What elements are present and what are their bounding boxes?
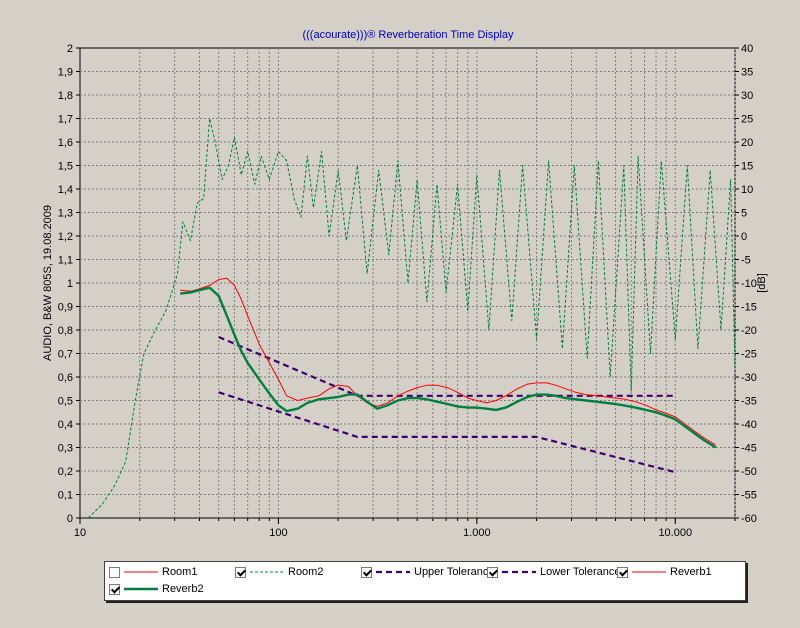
y-tick-label-left: 1,4 — [58, 184, 73, 196]
legend-swatch-upper-tolerance — [376, 570, 410, 574]
y-tick-label-right: 10 — [741, 184, 753, 196]
legend-label-reverb2: Reverb2 — [162, 583, 204, 595]
y-tick-label-left: 1 — [67, 278, 73, 290]
y-tick-label-left: 0,1 — [58, 490, 73, 502]
y-tick-label-left: 0,4 — [58, 419, 73, 431]
y-tick-label-right: 5 — [741, 208, 747, 220]
series-line-reverb1 — [180, 277, 717, 446]
y-tick-label-left: 1,8 — [58, 90, 73, 102]
legend-checkbox-reverb1[interactable] — [617, 566, 628, 578]
y-tick-label-left: 0,9 — [58, 302, 73, 314]
y-tick-label-right: -10 — [741, 278, 757, 290]
y-tick-label-left: 1,1 — [58, 255, 73, 267]
y-tick-label-left: 0,6 — [58, 372, 73, 384]
y-tick-label-right: -20 — [741, 325, 757, 337]
y-tick-label-right: 40 — [741, 43, 753, 55]
series-line-lower-tolerance — [218, 391, 676, 474]
y-tick-label-left: 0,2 — [58, 466, 73, 478]
y-tick-label-left: 1,2 — [58, 231, 73, 243]
y-tick-label-left: 2 — [67, 43, 73, 55]
legend-checkbox-room1[interactable] — [109, 566, 120, 578]
legend-swatch-lower-tolerance — [502, 570, 536, 574]
y-tick-label-right: -35 — [741, 396, 757, 408]
y-tick-label-right: -60 — [741, 513, 757, 525]
x-tick-label: 100 — [269, 527, 287, 539]
legend-item-room1[interactable]: Room1 — [109, 564, 197, 580]
y-tick-label-left: 0,3 — [58, 443, 73, 455]
legend-item-lower-tolerance[interactable]: Lower Tolerance — [487, 564, 621, 580]
y-tick-label-right: 35 — [741, 67, 753, 79]
grid-lines — [80, 48, 736, 518]
y-tick-label-right: -25 — [741, 349, 757, 361]
y-tick-label-right: -50 — [741, 466, 757, 478]
y-tick-label-left: 1,9 — [58, 67, 73, 79]
y-tick-label-left: 1,5 — [58, 161, 73, 173]
y-tick-label-left: 1,6 — [58, 137, 73, 149]
legend-label-reverb1: Reverb1 — [670, 566, 712, 578]
legend-checkbox-upper-tolerance[interactable] — [361, 566, 372, 578]
series-line-reverb2 — [180, 286, 717, 449]
x-tick-label: 10.000 — [658, 527, 692, 539]
y-tick-label-left: 0,5 — [58, 396, 73, 408]
y-tick-label-left: 0,8 — [58, 325, 73, 337]
y-tick-label-right: 25 — [741, 114, 753, 126]
y-tick-label-right: -30 — [741, 372, 757, 384]
legend-item-reverb1[interactable]: Reverb1 — [617, 564, 712, 580]
y-tick-label-left: 1,3 — [58, 208, 73, 220]
y-tick-label-right: -40 — [741, 419, 757, 431]
y-tick-label-right: 15 — [741, 161, 753, 173]
legend-checkbox-reverb2[interactable] — [109, 583, 120, 595]
y-axis-label-left: AUDIO, B&W 805S, 19.08.2009 — [42, 205, 54, 361]
x-tick-label: 1.000 — [463, 527, 491, 539]
y-tick-label-right: -45 — [741, 443, 757, 455]
legend-item-reverb2[interactable]: Reverb2 — [109, 581, 204, 597]
legend-label-lower-tolerance: Lower Tolerance — [540, 566, 621, 578]
y-tick-label-right: 30 — [741, 90, 753, 102]
chart-title: (((acourate)))® Reverberation Time Displ… — [302, 29, 514, 41]
legend-label-room2: Room2 — [288, 566, 324, 578]
y-tick-label-left: 1,7 — [58, 114, 73, 126]
series-lines — [87, 118, 735, 518]
legend-label-room1: Room1 — [162, 566, 198, 578]
y-tick-label-right: -5 — [741, 255, 751, 267]
legend-swatch-reverb2 — [124, 587, 158, 591]
legend-checkbox-room2[interactable] — [235, 566, 246, 578]
legend-item-room2[interactable]: Room2 — [235, 564, 323, 580]
y-axis-label-right: [dB] — [756, 273, 768, 293]
legend-swatch-reverb1 — [632, 571, 666, 573]
axes: 0 0,1 0,2 0,3 0,4 0,5 0,6 0,7 0,8 0,9 1 1,1 1,2 1,3 1,… — [58, 43, 757, 539]
y-tick-label-right: 20 — [741, 137, 753, 149]
series-line-room2 — [87, 118, 735, 518]
legend-label-upper-tolerance: Upper Tolerance — [414, 566, 495, 578]
x-tick-label: 10 — [74, 527, 86, 539]
legend-checkbox-lower-tolerance[interactable] — [487, 566, 498, 578]
y-tick-label-right: -15 — [741, 302, 757, 314]
legend: Room1 Room2 Upper Tolerance Lower Tolera… — [104, 561, 746, 601]
y-tick-label-right: -55 — [741, 490, 757, 502]
y-tick-label-left: 0,7 — [58, 349, 73, 361]
legend-swatch-room1 — [124, 571, 158, 573]
legend-swatch-room2 — [250, 571, 284, 573]
y-tick-label-right: 0 — [741, 231, 747, 243]
y-tick-label-left: 0 — [67, 513, 73, 525]
legend-item-upper-tolerance[interactable]: Upper Tolerance — [361, 564, 495, 580]
